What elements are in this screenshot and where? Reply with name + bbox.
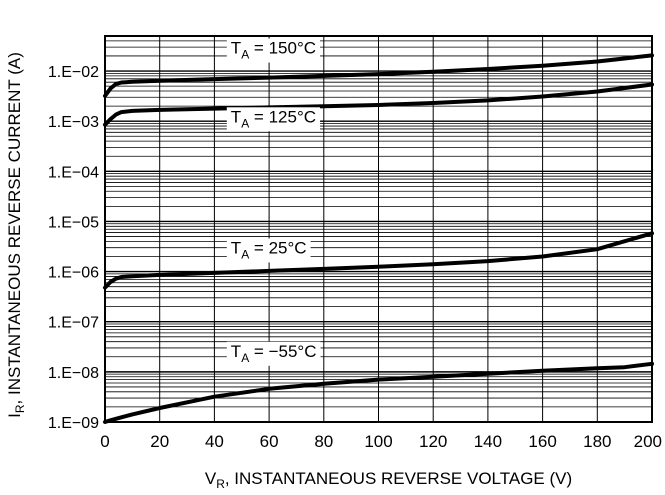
x-tick-label: 200: [634, 432, 662, 451]
series-curve: [103, 361, 654, 424]
y-tick-label: 1.E−07: [48, 315, 99, 332]
series-label: TA = 125°C: [226, 107, 321, 132]
series-curves: [103, 53, 654, 424]
series-label-bg: [226, 238, 311, 263]
series-label-text: TA = 150°C: [231, 39, 316, 62]
x-tick-label: 140: [474, 432, 502, 451]
series-label: TA = 150°C: [226, 38, 321, 63]
y-tick-label: 1.E−05: [48, 214, 99, 231]
y-tick-label: 1.E−06: [48, 265, 99, 282]
series-label: TA = 25°C: [226, 238, 311, 263]
y-tick-label: 1.E−09: [48, 415, 99, 432]
x-axis-title: VR, INSTANTANEOUS REVERSE VOLTAGE (V): [205, 469, 572, 491]
y-tick-label: 1.E−08: [48, 365, 99, 382]
series-label: TA = −55°C: [226, 341, 321, 366]
x-tick-label: 180: [583, 432, 611, 451]
series-curve: [103, 231, 654, 290]
x-tick-label: 60: [260, 432, 279, 451]
series-label-bg: [226, 38, 321, 63]
x-tick-label: 100: [364, 432, 392, 451]
plot-frame: [104, 35, 653, 423]
x-tick-labels: 0 20 40 60 80 100 120 140 160 180 200: [100, 432, 662, 451]
series-curve: [103, 53, 654, 98]
series-label-bg: [226, 341, 321, 366]
series-label-text: TA = 125°C: [231, 107, 316, 130]
series-label-text: TA = −55°C: [231, 342, 317, 365]
y-tick-label: 1.E−02: [48, 64, 99, 81]
x-tick-label: 120: [419, 432, 447, 451]
y-axis-title: IR, INSTANTANEOUS REVERSE CURRENT (A): [5, 52, 27, 418]
series-label-bg: [226, 107, 321, 132]
y-tick-labels: 1.E−09 1.E−08 1.E−07 1.E−06 1.E−05 1.E−04 1.E−…: [48, 64, 99, 432]
y-tick-label: 1.E−03: [48, 114, 99, 131]
series-labels: TA = 150°C TA = 125°C TA = 25°C TA = −55°C: [226, 38, 321, 366]
x-tick-label: 20: [150, 432, 169, 451]
x-tick-label: 40: [205, 432, 224, 451]
x-tick-label: 160: [528, 432, 556, 451]
series-label-text: TA = 25°C: [231, 238, 307, 261]
y-tick-label: 1.E−04: [48, 164, 99, 181]
x-tick-label: 0: [100, 432, 109, 451]
x-tick-label: 80: [314, 432, 333, 451]
